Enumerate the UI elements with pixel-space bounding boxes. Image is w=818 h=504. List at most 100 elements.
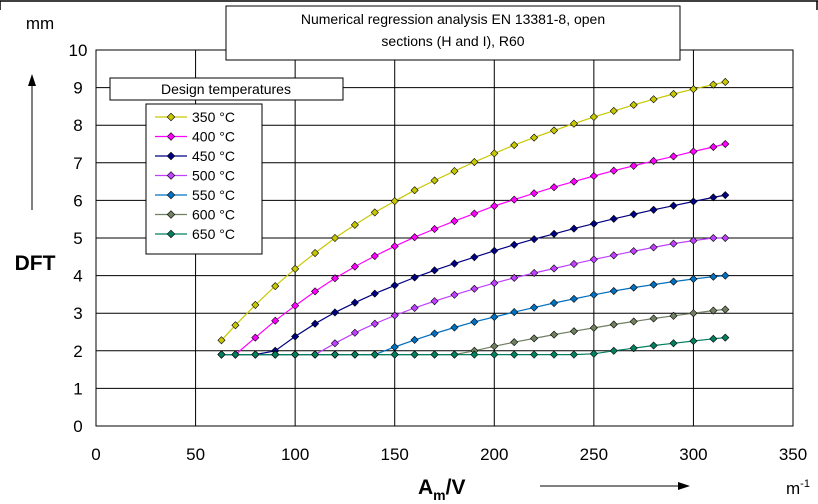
data-point <box>271 316 280 325</box>
y-unit-label: mm <box>26 14 54 33</box>
x-tick-label: 200 <box>480 445 508 464</box>
x-unit-label: m-1 <box>786 478 810 498</box>
data-point <box>721 333 730 342</box>
data-point <box>530 268 539 277</box>
legend-entry: 350 °C <box>155 109 235 125</box>
legend-label: 350 °C <box>192 109 235 125</box>
data-point <box>669 277 678 286</box>
data-point <box>550 299 559 308</box>
legend-entry: 650 °C <box>155 226 235 242</box>
data-point <box>370 208 379 217</box>
data-point <box>370 252 379 261</box>
legend-box <box>145 103 263 255</box>
data-point <box>217 336 226 345</box>
legend-marker <box>166 210 176 219</box>
data-point <box>291 264 300 273</box>
data-point <box>609 286 618 296</box>
data-point <box>350 262 359 271</box>
legend-marker <box>166 229 176 239</box>
chart-title-line-1: Numerical regression analysis EN 13381-8… <box>301 11 605 27</box>
data-point <box>689 85 698 94</box>
data-point <box>709 233 718 243</box>
data-point <box>251 300 260 309</box>
data-point <box>510 273 519 282</box>
data-point <box>609 214 618 223</box>
data-point <box>350 220 359 229</box>
data-point <box>609 251 618 260</box>
data-point <box>311 287 320 296</box>
data-point <box>589 112 598 121</box>
data-point <box>470 284 479 293</box>
data-point <box>390 281 399 290</box>
data-point <box>490 149 499 158</box>
data-point <box>490 342 499 351</box>
data-point <box>490 312 499 321</box>
data-point <box>629 283 638 292</box>
data-point <box>410 186 419 195</box>
data-point <box>550 126 559 135</box>
data-point <box>390 350 399 359</box>
data-point <box>271 282 280 291</box>
legend-title-box <box>109 77 344 101</box>
data-point <box>330 308 339 317</box>
data-point <box>530 334 539 343</box>
data-point <box>609 320 618 329</box>
legend-marker <box>166 190 176 200</box>
data-point <box>721 305 730 314</box>
series-350c <box>217 77 730 345</box>
x-tick-label: 300 <box>679 445 707 464</box>
data-point <box>569 119 578 128</box>
data-point <box>510 195 519 204</box>
data-point <box>721 191 730 200</box>
data-point <box>530 235 539 244</box>
legend-title: Design temperatures <box>161 81 291 97</box>
y-tick-label: 10 <box>69 41 88 60</box>
data-point <box>430 176 439 185</box>
data-point <box>271 350 280 359</box>
data-point <box>430 329 439 338</box>
data-point <box>430 350 439 359</box>
data-point <box>410 335 419 344</box>
data-point <box>450 167 459 176</box>
data-point <box>470 350 479 359</box>
data-point <box>689 336 698 346</box>
data-point <box>629 161 638 170</box>
data-point <box>311 350 320 359</box>
data-point <box>470 158 479 167</box>
y-tick-label: 2 <box>73 342 82 361</box>
data-point <box>530 133 539 142</box>
data-point <box>311 249 320 258</box>
data-point <box>490 246 499 255</box>
data-point <box>370 350 379 359</box>
data-point <box>530 189 539 198</box>
data-point <box>629 247 638 256</box>
x-tick-label: 0 <box>91 445 100 464</box>
data-point <box>450 290 459 299</box>
data-point <box>350 328 359 337</box>
data-point <box>251 350 260 359</box>
y-tick-label: 6 <box>73 191 82 210</box>
data-point <box>689 197 698 206</box>
series-layer <box>217 77 730 359</box>
legend-entry: 550 °C <box>155 187 235 203</box>
legend-entry: 400 °C <box>155 129 235 145</box>
series-line <box>221 194 726 356</box>
data-point <box>430 224 439 234</box>
data-point <box>569 259 578 268</box>
y-tick-label: 8 <box>73 116 82 135</box>
data-point <box>470 209 479 218</box>
data-point <box>669 201 678 210</box>
data-point <box>689 236 698 245</box>
data-point <box>390 242 399 251</box>
data-point <box>589 290 598 299</box>
data-point <box>330 233 339 243</box>
y-axis-arrowhead <box>28 74 36 86</box>
data-point <box>291 332 300 341</box>
y-tick-label: 3 <box>73 304 82 323</box>
data-point <box>410 303 419 312</box>
data-point <box>629 344 638 353</box>
data-point <box>370 289 379 298</box>
y-tick-label: 7 <box>73 154 82 173</box>
data-point <box>430 266 439 275</box>
